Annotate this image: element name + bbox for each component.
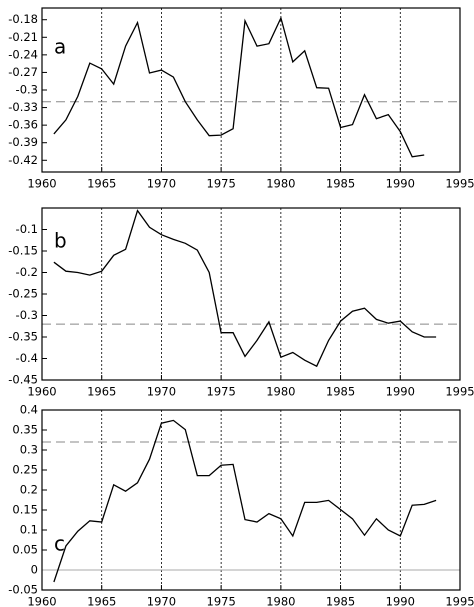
x-tick-label: 1980: [266, 385, 295, 399]
x-tick-label: 1970: [147, 595, 176, 607]
data-line: [53, 419, 437, 583]
x-tick-label: 1995: [445, 385, 474, 399]
x-tick-label: 1960: [27, 595, 56, 607]
y-tick-label: -0.42: [8, 153, 38, 167]
x-tick-label: 1965: [87, 385, 116, 399]
panel-label: b: [54, 229, 67, 253]
y-tick-label: -0.3: [16, 308, 38, 322]
y-tick-label: -0.33: [8, 100, 38, 114]
x-tick-label: 1970: [147, 385, 176, 399]
y-tick-label: -0.45: [8, 373, 38, 387]
y-tick-label: 0.35: [12, 423, 38, 437]
panel-label: a: [54, 35, 66, 59]
x-tick-label: 1970: [147, 177, 176, 191]
y-tick-label: -0.27: [8, 65, 38, 79]
data-line: [53, 16, 425, 158]
y-tick-label: -0.15: [8, 244, 38, 258]
y-tick-label: 0: [31, 563, 38, 577]
y-tick-label: -0.39: [8, 135, 38, 149]
x-tick-label: 1985: [326, 385, 355, 399]
y-tick-label: -0.24: [8, 47, 38, 61]
y-tick-label: -0.36: [8, 118, 38, 132]
data-line: [53, 209, 437, 368]
y-tick-label: -0.21: [8, 30, 38, 44]
panel-label: c: [54, 532, 65, 556]
x-tick-label: 1995: [445, 595, 474, 607]
x-tick-label: 1990: [386, 385, 415, 399]
x-tick-label: 1985: [326, 177, 355, 191]
x-tick-label: 1975: [207, 177, 236, 191]
y-tick-label: -0.2: [16, 265, 38, 279]
x-tick-label: 1960: [27, 385, 56, 399]
x-tick-label: 1990: [386, 177, 415, 191]
plot-frame: [41, 207, 461, 381]
y-tick-label: 0.3: [20, 443, 38, 457]
y-tick-label: 0.15: [12, 503, 38, 517]
y-tick-label: -0.1: [16, 222, 38, 236]
x-tick-label: 1990: [386, 595, 415, 607]
y-tick-label: -0.05: [8, 583, 38, 597]
y-tick-label: 0.4: [20, 403, 38, 417]
plot-frame: [41, 7, 461, 173]
y-tick-label: -0.4: [16, 351, 38, 365]
x-tick-label: 1975: [207, 595, 236, 607]
y-tick-label: 0.25: [12, 463, 38, 477]
x-tick-label: 1980: [266, 595, 295, 607]
plot-frame: [41, 409, 461, 591]
x-tick-label: 1995: [445, 177, 474, 191]
x-tick-label: 1965: [87, 595, 116, 607]
y-tick-label: -0.35: [8, 330, 38, 344]
x-tick-label: 1975: [207, 385, 236, 399]
y-tick-label: 0.05: [12, 543, 38, 557]
y-tick-label: 0.1: [20, 523, 38, 537]
x-tick-label: 1985: [326, 595, 355, 607]
y-tick-label: -0.3: [16, 83, 38, 97]
x-tick-label: 1960: [27, 177, 56, 191]
y-tick-label: -0.18: [8, 12, 38, 26]
y-tick-label: -0.25: [8, 287, 38, 301]
x-tick-label: 1965: [87, 177, 116, 191]
x-tick-label: 1980: [266, 177, 295, 191]
y-tick-label: 0.2: [20, 483, 38, 497]
